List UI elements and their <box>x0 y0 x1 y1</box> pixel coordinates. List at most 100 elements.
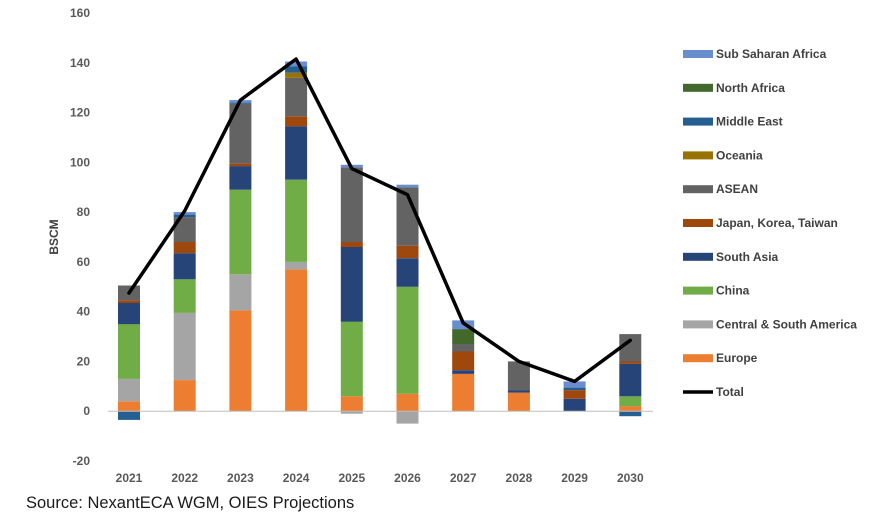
y-tick-label: 40 <box>77 305 91 319</box>
legend-label: Total <box>716 385 744 399</box>
bar-segment <box>452 370 475 374</box>
legend-label: North Africa <box>716 81 785 95</box>
y-tick-label: 120 <box>70 106 90 120</box>
bar-segment <box>619 411 642 417</box>
total-line <box>127 57 633 384</box>
x-tick-label: 2023 <box>227 471 254 485</box>
bar-segment <box>507 390 530 393</box>
bar-segment <box>173 242 196 254</box>
bar-segment <box>619 361 642 364</box>
y-tick-label: 160 <box>70 6 90 20</box>
bar-segment <box>118 324 140 379</box>
bar-segment <box>118 411 140 420</box>
bar-segment <box>563 398 586 412</box>
bar-segment <box>173 279 196 313</box>
bar-segment <box>452 344 475 352</box>
bar-segment <box>340 396 363 412</box>
bar-segment <box>396 184 419 188</box>
x-tick-label: 2026 <box>394 471 421 485</box>
legend-swatch <box>683 185 713 194</box>
bar-segment <box>452 351 475 371</box>
bar-series <box>118 61 642 424</box>
x-axis: 2021 2022 2023 2024 2025 2026 2027 2028 2029 2030 <box>116 471 644 485</box>
bar-segment <box>285 116 308 127</box>
bar-segment <box>285 269 308 412</box>
legend-swatch <box>683 151 713 160</box>
y-tick-label: 80 <box>77 205 91 219</box>
legend: Sub Saharan Africa North Africa Middle Eas… <box>683 47 857 399</box>
bar-segment <box>452 373 475 412</box>
bar-segment <box>619 406 642 412</box>
bar-segment <box>396 187 419 246</box>
bar-segment <box>563 390 586 399</box>
bar-segment <box>396 286 419 394</box>
legend-label: Sub Saharan Africa <box>716 47 827 61</box>
bar-segment <box>285 61 308 67</box>
bar-segment <box>396 393 419 412</box>
legend-label: ASEAN <box>716 182 758 196</box>
legend-label: Japan, Korea, Taiwan <box>716 216 838 230</box>
legend-label: Oceania <box>716 148 763 162</box>
x-tick-label: 2025 <box>338 471 365 485</box>
bar-segment <box>173 380 196 412</box>
bar-segment <box>340 167 363 242</box>
legend-swatch <box>683 252 713 261</box>
legend-swatch <box>683 219 713 227</box>
bar-segment <box>340 242 363 247</box>
bar-segment <box>507 392 530 412</box>
bar-segment <box>229 103 252 164</box>
bar-segment <box>229 310 252 412</box>
legend-swatch <box>683 354 713 363</box>
bar-segment <box>118 300 140 303</box>
bar-segment <box>173 214 196 218</box>
bar-segment <box>619 363 642 397</box>
bar-segment <box>229 166 252 190</box>
bar-segment <box>118 401 140 412</box>
bar-segment <box>507 361 530 390</box>
y-axis: -20 0 20 40 60 80 100 120 140 160 <box>70 6 90 468</box>
source-note: Source: NexantECA WGM, OIES Projections <box>26 494 355 512</box>
y-axis-label: BSCM <box>47 219 61 254</box>
bar-segment <box>285 77 308 117</box>
bar-segment <box>563 381 586 388</box>
x-tick-label: 2024 <box>283 471 310 485</box>
legend-label: Central & South America <box>716 317 857 331</box>
bar-segment <box>285 179 308 262</box>
y-tick-label: 140 <box>70 56 90 70</box>
bar-segment <box>173 253 196 280</box>
x-tick-label: 2027 <box>450 471 477 485</box>
y-tick-label: 100 <box>70 155 90 169</box>
bar-segment <box>340 247 363 322</box>
x-tick-label: 2029 <box>561 471 588 485</box>
total-line-series <box>127 57 633 384</box>
legend-label: China <box>716 284 750 298</box>
bar-segment <box>396 245 419 259</box>
bar-segment <box>285 126 308 180</box>
legend-swatch <box>683 117 713 126</box>
y-tick-label: 60 <box>77 255 91 269</box>
legend-swatch <box>683 286 713 295</box>
bar-segment <box>340 321 363 397</box>
bar-segment <box>229 274 252 311</box>
legend-label: South Asia <box>716 250 779 264</box>
bar-segment <box>563 387 586 391</box>
bar-segment <box>285 66 308 73</box>
x-tick-label: 2028 <box>506 471 533 485</box>
bar-segment <box>173 217 196 242</box>
bar-segment <box>118 378 140 402</box>
x-tick-label: 2022 <box>171 471 198 485</box>
bar-segment <box>396 258 419 287</box>
legend-label: Middle East <box>716 115 783 129</box>
legend-swatch <box>683 83 713 92</box>
bar-segment <box>229 189 252 275</box>
legend-swatch <box>683 320 713 329</box>
bar-segment <box>452 329 475 344</box>
bar-segment <box>619 396 642 407</box>
y-tick-label: -20 <box>73 454 91 468</box>
bar-segment <box>229 163 252 167</box>
legend-label: Europe <box>716 351 758 365</box>
bar-segment <box>619 334 642 362</box>
bar-segment <box>118 303 140 325</box>
x-tick-label: 2030 <box>617 471 644 485</box>
